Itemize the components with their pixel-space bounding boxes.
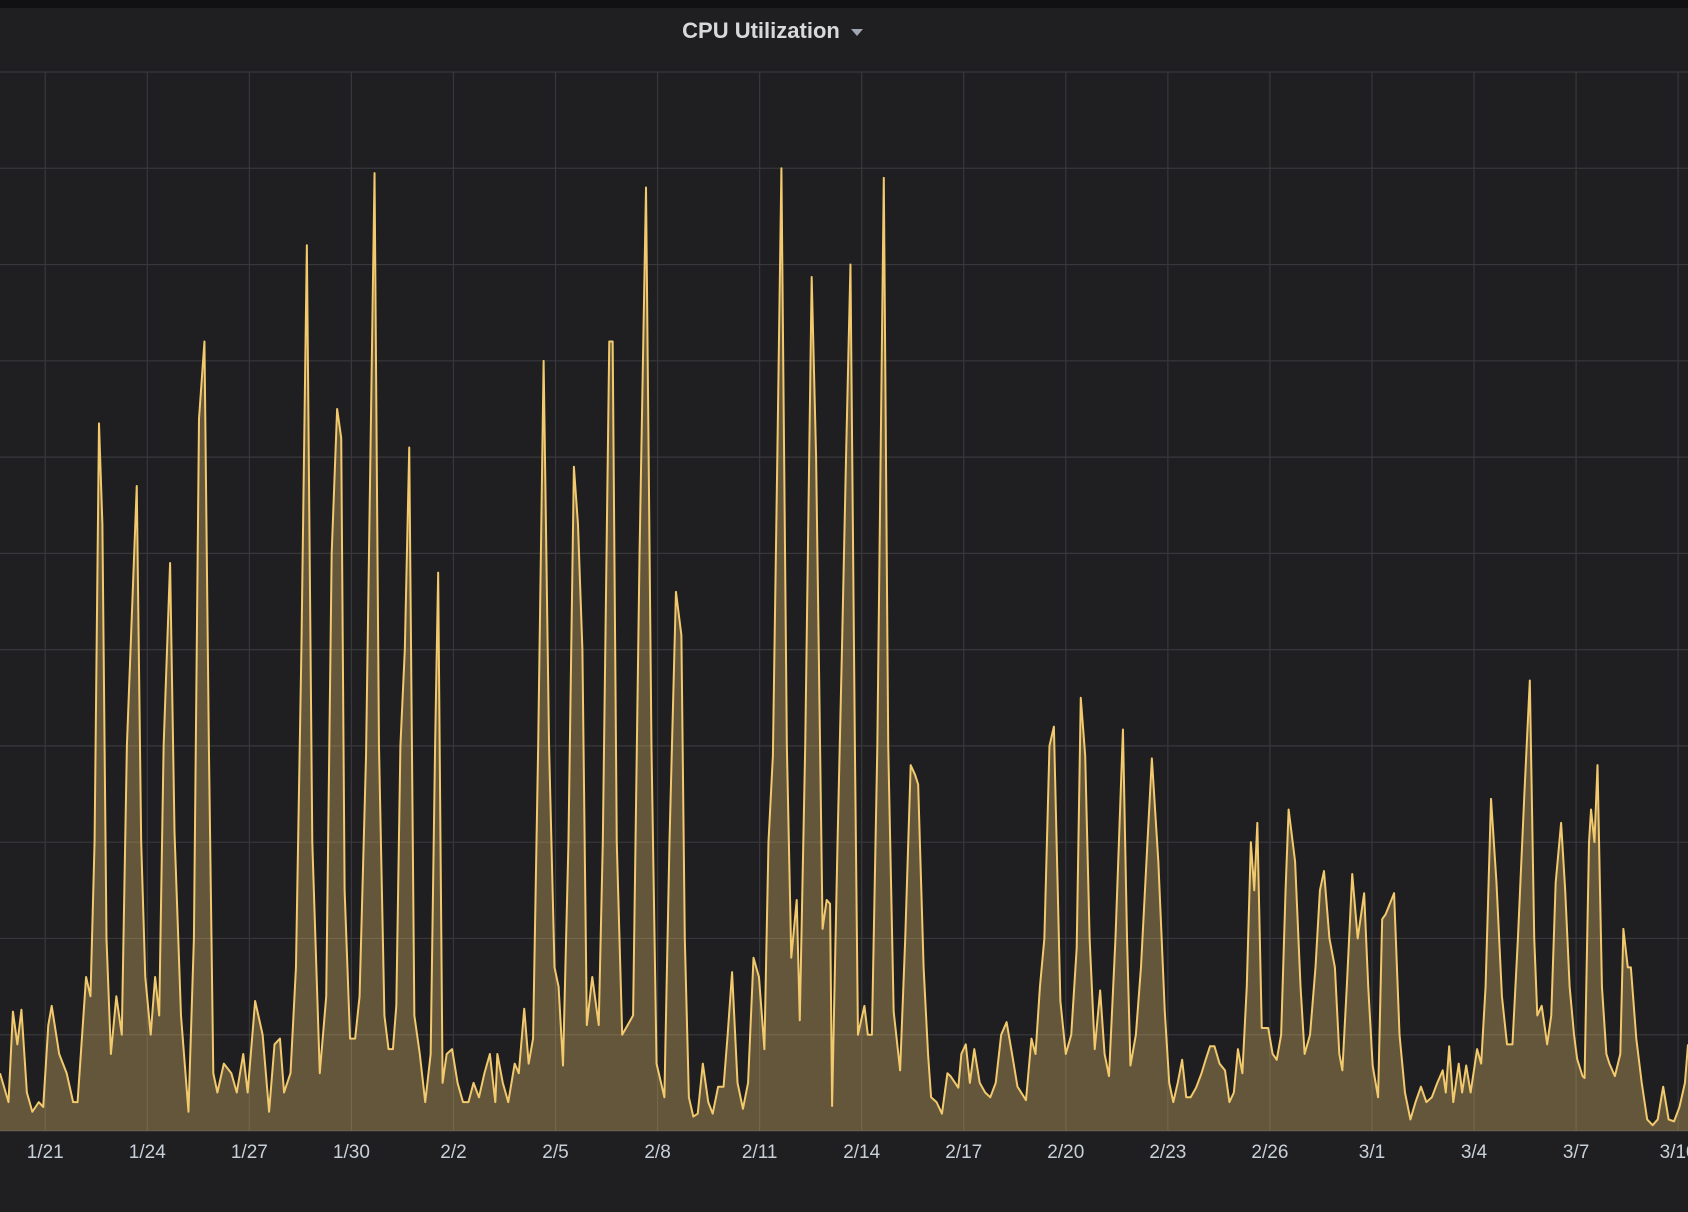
x-tick-label: 3/7 [1563, 1142, 1589, 1163]
x-tick-label: 2/20 [1047, 1142, 1084, 1163]
x-tick-label: 2/2 [440, 1142, 466, 1163]
x-tick-label: 2/17 [945, 1142, 982, 1163]
x-tick-label: 1/24 [129, 1142, 166, 1163]
chart-title[interactable]: CPU Utilization [682, 18, 840, 43]
line [0, 167, 1688, 1127]
top-strip [0, 0, 1688, 8]
x-tick-label: 3/10 [1660, 1142, 1688, 1163]
area [0, 168, 1688, 1131]
grid [0, 71, 1688, 1132]
x-tick-label: 2/5 [542, 1142, 568, 1163]
x-tick-label: 3/1 [1359, 1142, 1385, 1163]
x-tick-label: 2/8 [644, 1142, 670, 1163]
x-axis: 1/21 1/24 1/27 1/30 2/2 2/5 2/8 2/11 2/14 2/17 2/2… [27, 1142, 1688, 1163]
x-tick-label: 2/14 [843, 1142, 880, 1163]
x-tick-label: 2/26 [1251, 1142, 1288, 1163]
x-tick-label: 1/21 [27, 1142, 64, 1163]
x-tick-label: 1/27 [231, 1142, 268, 1163]
title-menu-caret[interactable] [851, 29, 863, 36]
x-tick-label: 2/11 [742, 1142, 778, 1163]
x-tick-label: 1/30 [333, 1142, 370, 1163]
x-tick-label: 3/4 [1461, 1142, 1488, 1163]
x-tick-label: 2/23 [1149, 1142, 1186, 1163]
plot [0, 167, 1688, 1131]
